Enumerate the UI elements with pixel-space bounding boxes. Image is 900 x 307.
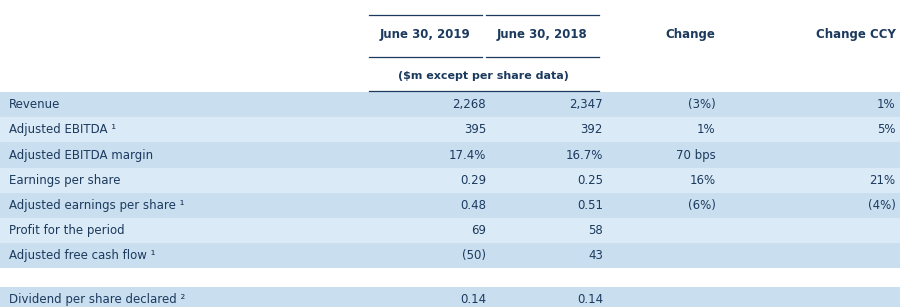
Text: 0.29: 0.29 [460, 174, 486, 187]
Text: 0.51: 0.51 [577, 199, 603, 212]
Text: (6%): (6%) [688, 199, 716, 212]
Bar [0, 117, 900, 142]
Text: 2,268: 2,268 [453, 98, 486, 111]
Text: 1%: 1% [877, 98, 896, 111]
Text: 5%: 5% [877, 123, 896, 136]
Text: Earnings per share: Earnings per share [9, 174, 121, 187]
Text: 16%: 16% [689, 174, 716, 187]
Text: 16.7%: 16.7% [565, 149, 603, 161]
Text: 0.48: 0.48 [460, 199, 486, 212]
Text: Adjusted EBITDA ¹: Adjusted EBITDA ¹ [9, 123, 116, 136]
Bar [0, 243, 900, 268]
Text: Adjusted EBITDA margin: Adjusted EBITDA margin [9, 149, 153, 161]
Text: 21%: 21% [869, 174, 896, 187]
Text: (3%): (3%) [688, 98, 716, 111]
Bar [0, 218, 900, 243]
Text: Profit for the period: Profit for the period [9, 224, 124, 237]
Text: Revenue: Revenue [9, 98, 60, 111]
Text: Change: Change [666, 28, 716, 41]
Text: Adjusted earnings per share ¹: Adjusted earnings per share ¹ [9, 199, 184, 212]
Text: ($m except per share data): ($m except per share data) [399, 71, 569, 81]
Text: 0.14: 0.14 [460, 293, 486, 306]
Text: Dividend per share declared ²: Dividend per share declared ² [9, 293, 185, 306]
Text: 392: 392 [580, 123, 603, 136]
Text: 69: 69 [471, 224, 486, 237]
Text: Change CCY: Change CCY [815, 28, 896, 41]
Text: 43: 43 [588, 249, 603, 262]
Text: 17.4%: 17.4% [448, 149, 486, 161]
Text: 395: 395 [464, 123, 486, 136]
Text: 70 bps: 70 bps [676, 149, 716, 161]
Text: (4%): (4%) [868, 199, 896, 212]
Bar [0, 142, 900, 168]
Text: Adjusted free cash flow ¹: Adjusted free cash flow ¹ [9, 249, 156, 262]
Text: June 30, 2019: June 30, 2019 [380, 28, 471, 41]
Bar [0, 193, 900, 218]
Text: 1%: 1% [697, 123, 716, 136]
Text: 0.25: 0.25 [577, 174, 603, 187]
Text: (50): (50) [462, 249, 486, 262]
Text: 58: 58 [589, 224, 603, 237]
Text: 2,347: 2,347 [570, 98, 603, 111]
Text: 0.14: 0.14 [577, 293, 603, 306]
Bar [0, 287, 900, 307]
Bar [0, 92, 900, 117]
Text: June 30, 2018: June 30, 2018 [497, 28, 588, 41]
Bar [0, 168, 900, 193]
